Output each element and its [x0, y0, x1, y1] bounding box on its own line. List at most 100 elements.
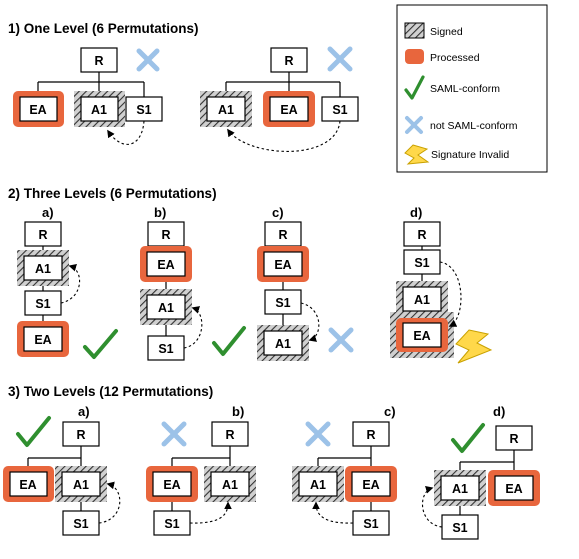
node-s1-label: S1	[136, 103, 151, 117]
node-ea	[263, 251, 303, 277]
node-r	[403, 221, 441, 247]
legend-saml-conform: SAML-conform	[430, 83, 500, 95]
node-r-label: R	[38, 228, 47, 242]
node-s1-label: S1	[73, 517, 88, 531]
node-a1	[146, 294, 186, 320]
node-a1	[440, 475, 480, 501]
node-s1-label: S1	[164, 517, 179, 531]
variant-label-a: a)	[42, 205, 54, 220]
node-r-label: R	[94, 54, 103, 68]
node-ea	[9, 471, 48, 497]
node-ea	[152, 471, 192, 497]
node-r	[495, 425, 533, 451]
node-ea	[494, 475, 534, 501]
node-a1	[263, 330, 303, 356]
node-ea	[269, 96, 309, 122]
node-s1-label: S1	[452, 521, 467, 535]
node-s1-label: S1	[35, 297, 50, 311]
node-a1-label: A1	[452, 482, 468, 496]
node-a1-label: A1	[35, 262, 51, 276]
one-level-diagram-2: R A1 EA S1	[200, 46, 359, 152]
node-a1	[80, 96, 119, 122]
node-ea	[402, 322, 442, 348]
variant-label-c: c)	[384, 404, 396, 419]
legend-processed: Processed	[430, 52, 480, 64]
node-s1-label: S1	[158, 342, 173, 356]
legend-signed: Signed	[430, 26, 463, 38]
section-title-one-level: 1) One Level (6 Permutations)	[8, 21, 199, 36]
hatched-swatch	[404, 22, 425, 39]
node-ea-label: EA	[505, 482, 522, 496]
signature-reference-arrow	[439, 261, 462, 327]
signature-reference-arrow	[421, 486, 443, 528]
signature-reference-arrow	[189, 501, 232, 524]
three-levels-diagram-d: R S1 A1 EA	[390, 221, 493, 364]
node-r	[211, 421, 249, 447]
node-a1-label: A1	[310, 478, 326, 492]
node-a1-label: A1	[222, 478, 238, 492]
node-r-label: R	[76, 428, 85, 442]
node-ea	[146, 251, 186, 277]
node-a1	[210, 471, 250, 497]
node-r-label: R	[278, 228, 287, 242]
signature-reference-arrow	[300, 302, 320, 342]
node-r-label: R	[284, 54, 293, 68]
check-icon	[451, 423, 485, 453]
node-s1-label: S1	[363, 517, 378, 531]
node-s1	[441, 514, 479, 540]
variant-label-a: a)	[78, 404, 90, 419]
lightning-icon	[455, 329, 493, 364]
cross-icon	[327, 46, 353, 72]
node-s1	[321, 96, 359, 122]
cross-icon	[161, 421, 187, 447]
legend-signature-invalid: Signature Invalid	[431, 149, 509, 161]
node-s1	[403, 249, 441, 275]
node-a1-label: A1	[414, 293, 430, 307]
section-title-three-levels: 2) Three Levels (6 Permutations)	[8, 186, 217, 201]
node-s1-label: S1	[332, 103, 347, 117]
variant-label-c: c)	[272, 205, 284, 220]
node-ea-label: EA	[274, 258, 291, 272]
node-a1	[206, 96, 246, 122]
node-r	[270, 47, 308, 73]
node-s1	[62, 510, 100, 536]
signature-reference-arrow	[107, 120, 145, 145]
cross-icon	[305, 421, 331, 447]
cross-icon	[328, 327, 354, 353]
node-ea	[23, 326, 63, 352]
variant-label-d: d)	[410, 205, 422, 220]
two-levels-diagram-d: R A1 EA S1	[421, 423, 540, 540]
cross-icon	[405, 116, 423, 134]
node-s1	[147, 335, 185, 361]
check-icon	[212, 326, 246, 356]
node-r	[147, 221, 185, 247]
node-s1-label: S1	[414, 256, 429, 270]
node-a1-label: A1	[275, 337, 291, 351]
node-ea-label: EA	[280, 103, 297, 117]
node-a1-label: A1	[158, 301, 174, 315]
node-s1	[352, 510, 390, 536]
node-r-label: R	[161, 228, 170, 242]
node-a1	[402, 286, 442, 312]
signature-reference-arrow	[183, 306, 203, 349]
node-r	[24, 221, 62, 247]
variant-label-b: b)	[154, 205, 166, 220]
section-title-two-levels: 3) Two Levels (12 Permutations)	[8, 384, 213, 399]
node-s1	[153, 510, 191, 536]
node-a1	[298, 471, 338, 497]
node-r	[264, 221, 302, 247]
signature-reference-arrow	[312, 501, 354, 524]
processed-swatch	[405, 49, 424, 64]
node-r-label: R	[225, 428, 234, 442]
node-r-label: R	[417, 228, 426, 242]
node-ea-label: EA	[19, 478, 36, 492]
node-ea-label: EA	[163, 478, 180, 492]
node-ea-label: EA	[29, 103, 46, 117]
node-a1-label: A1	[91, 103, 107, 117]
check-icon	[404, 75, 425, 100]
node-r-label: R	[509, 432, 518, 446]
three-levels-diagram-c: R EA S1 A1	[257, 221, 354, 361]
signature-reference-arrow	[98, 481, 121, 524]
variant-label-d: d)	[493, 404, 505, 419]
node-ea	[19, 96, 58, 122]
